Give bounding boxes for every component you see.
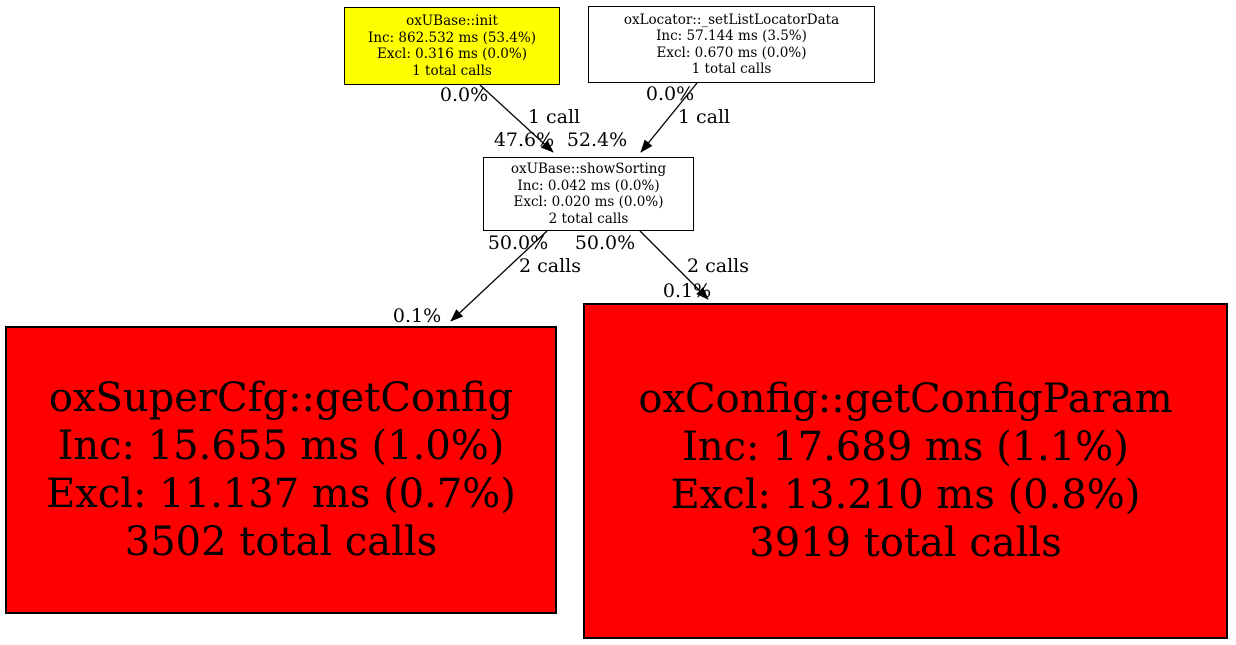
node-inclusive-time: Inc: 15.655 ms (1.0%): [57, 423, 505, 469]
node-exclusive-time: Excl: 11.137 ms (0.7%): [46, 471, 516, 517]
edge-showsorting-to-getconfig: [450, 230, 548, 322]
node-total-calls: 3919 total calls: [749, 520, 1062, 566]
node-inclusive-time: Inc: 17.689 ms (1.1%): [682, 424, 1129, 470]
edge3-calls-label: 2 calls: [686, 255, 750, 277]
edge2-source-pct-label: 50.0%: [487, 232, 549, 254]
edge2-calls-label: 2 calls: [518, 255, 582, 277]
node-oxubase-showsorting[interactable]: oxUBase::showSorting Inc: 0.042 ms (0.0%…: [483, 157, 694, 231]
node-total-calls: 3502 total calls: [124, 519, 438, 565]
node-title: oxSuperCfg::getConfig: [48, 375, 514, 421]
node-title: oxConfig::getConfigParam: [638, 376, 1173, 422]
node-title: oxUBase::init: [406, 13, 498, 29]
edge1-calls-label: 1 call: [677, 106, 731, 128]
node-title: oxUBase::showSorting: [510, 161, 667, 177]
edge0-calls-label: 1 call: [527, 106, 581, 128]
node-total-calls: 2 total calls: [548, 210, 629, 227]
node-inclusive-time: Inc: 862.532 ms (53.4%): [368, 29, 536, 46]
node-exclusive-time: Excl: 0.020 ms (0.0%): [513, 194, 664, 210]
edge0-target-pct-label: 47.6%: [493, 129, 555, 151]
node-inclusive-time: Inc: 57.144 ms (3.5%): [656, 28, 807, 44]
edge-init-to-showsorting: [479, 84, 554, 153]
node-exclusive-time: Excl: 13.210 ms (0.8%): [670, 472, 1141, 518]
node-exclusive-time: Excl: 0.670 ms (0.0%): [656, 44, 807, 61]
edge3-source-pct-label: 50.0%: [574, 232, 636, 254]
node-exclusive-time: Excl: 0.316 ms (0.0%): [377, 46, 527, 62]
node-title: oxLocator::_setListLocatorData: [623, 11, 840, 28]
node-oxubase-init[interactable]: oxUBase::init Inc: 862.532 ms (53.4%) Ex…: [344, 7, 560, 85]
edge0-source-pct-label: 0.0%: [439, 84, 489, 106]
node-oxconfig-getconfigparam[interactable]: oxConfig::getConfigParam Inc: 17.689 ms …: [583, 303, 1228, 639]
node-total-calls: 1 total calls: [412, 62, 492, 79]
edge1-source-pct-label: 0.0%: [645, 83, 695, 105]
edge-showsorting-to-getconfigparam: [639, 230, 709, 300]
node-oxsupercfg-getconfig[interactable]: oxSuperCfg::getConfig Inc: 15.655 ms (1.…: [5, 326, 557, 614]
node-total-calls: 1 total calls: [691, 61, 772, 77]
node-inclusive-time: Inc: 0.042 ms (0.0%): [517, 177, 660, 194]
edge1-target-pct-label: 52.4%: [566, 129, 628, 151]
edge2-target-pct-label: 0.1%: [392, 305, 442, 327]
edge3-target-pct-label: 0.1%: [662, 280, 712, 302]
node-oxlocator-setlistlocatordata[interactable]: oxLocator::_setListLocatorData Inc: 57.1…: [588, 6, 875, 83]
edge-setlistlocatordata-to-showsorting: [640, 82, 698, 153]
